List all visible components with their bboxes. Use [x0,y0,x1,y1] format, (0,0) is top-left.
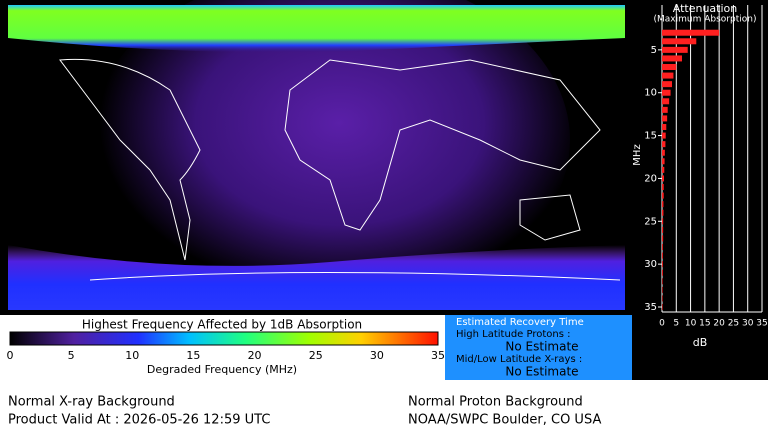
x-tick-label: 15 [699,319,710,329]
x-tick-label: 25 [728,319,739,329]
bar [662,72,674,79]
day-side [90,0,570,310]
colorbar-label: Degraded Frequency (MHz) [147,363,297,376]
bar [662,141,666,148]
bar [662,218,664,225]
x-axis-label: dB [693,336,708,349]
x-tick-label: 30 [742,319,754,329]
valid-time: Product Valid At : 2026-05-26 12:59 UTC [8,413,270,428]
y-tick-label: 5 [651,45,657,56]
north-absorption [8,5,625,53]
bar [662,252,663,259]
bar [662,184,664,190]
colorbar-title: Highest Frequency Affected by 1dB Absorp… [82,318,362,332]
recovery-value: No Estimate [505,340,578,354]
x-tick-label: 0 [659,319,665,329]
y-tick-label: 15 [644,131,657,142]
bar [662,89,671,96]
bar [662,244,663,250]
colorbar-tick-label: 25 [309,349,323,362]
bar [662,226,664,233]
bar [662,115,668,122]
colorbar-tick-label: 35 [431,349,445,362]
recovery-label: High Latitude Protons : [456,329,571,340]
bar [662,286,663,293]
y-axis-label: MHz [632,144,643,165]
recovery-title: Estimated Recovery Time [456,317,584,328]
x-tick-label: 5 [673,319,679,329]
recovery-panel [445,315,632,380]
x-tick-label: 10 [685,319,697,329]
colorbar-tick-label: 30 [370,349,384,362]
bar [662,149,665,156]
x-tick-label: 20 [713,319,725,329]
bar [662,166,665,173]
y-tick-label: 20 [644,173,657,184]
bar [662,192,664,199]
colorbar-tick-label: 15 [186,349,200,362]
source: NOAA/SWPC Boulder, CO USA [408,413,601,428]
y-tick-label: 30 [644,259,657,270]
bar [662,64,677,70]
bar [662,209,664,216]
colorbar-tick-label: 5 [68,349,75,362]
y-tick-label: 35 [644,302,657,313]
bar [662,132,666,139]
bar [662,201,664,208]
bar [662,235,664,242]
bar [662,158,665,165]
colorbar-tick-label: 10 [125,349,139,362]
south-absorption [8,245,625,310]
bar [662,295,663,302]
coastlines [59,58,621,281]
colorbar-tick-label: 20 [248,349,262,362]
background [632,315,768,380]
bar [662,269,663,276]
status: Normal Proton Background [408,395,583,410]
bar [662,106,668,113]
colorbar-tick-label: 0 [7,349,14,362]
bar [662,81,672,88]
bar [662,304,663,310]
bar [662,46,688,53]
status: Normal X-ray Background [8,395,175,410]
y-tick-label: 10 [644,88,657,99]
bar [662,29,720,36]
recovery-label: Mid/Low Latitude X-rays : [456,354,582,365]
bar [662,278,663,285]
bar [662,124,667,130]
bar [662,98,670,105]
bar [662,175,664,182]
x-tick-label: 35 [756,319,767,329]
y-tick-label: 25 [644,216,657,227]
colorbar [9,331,439,346]
bar [662,55,682,62]
recovery-value: No Estimate [505,365,578,379]
bar [662,261,663,268]
bar [662,38,697,45]
